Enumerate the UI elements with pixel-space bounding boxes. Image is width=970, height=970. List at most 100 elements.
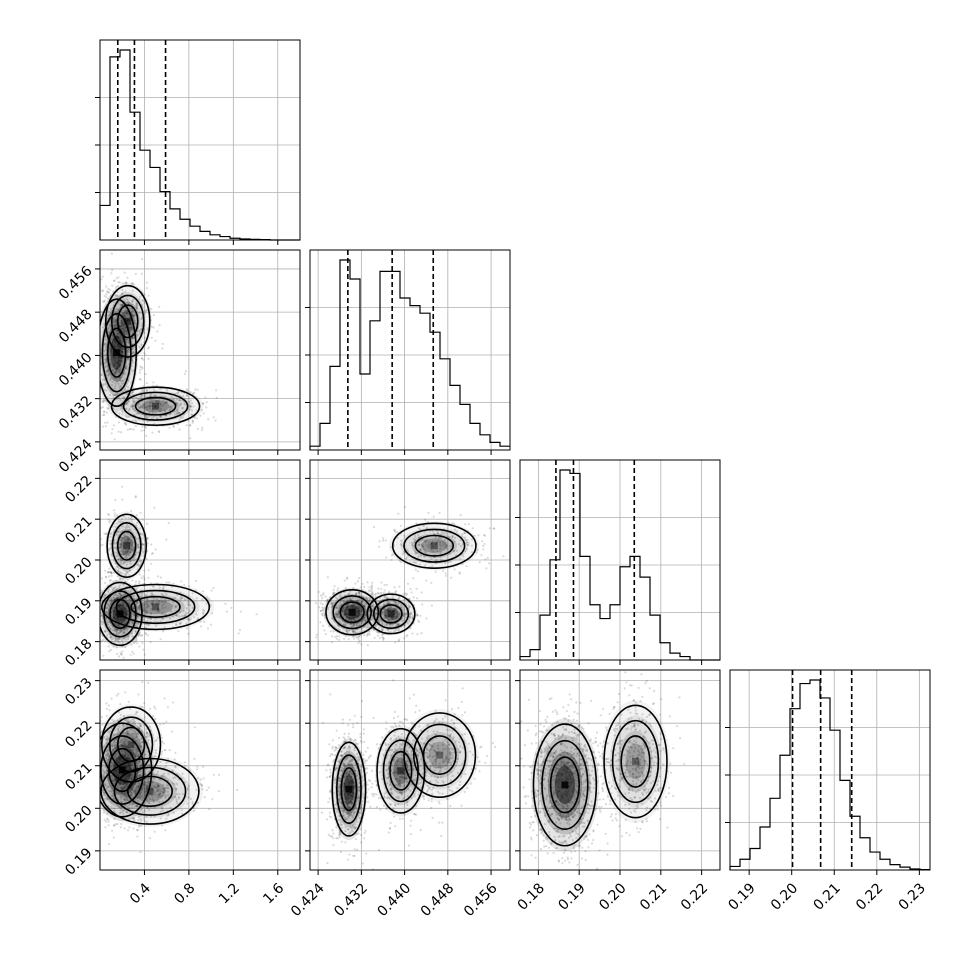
scatter-point	[153, 806, 156, 809]
grid	[100, 40, 300, 240]
scatter-point	[127, 415, 130, 418]
scatter-point	[117, 640, 120, 643]
scatter-point	[108, 323, 112, 326]
scatter-point	[385, 611, 388, 614]
scatter-point	[128, 764, 131, 767]
scatter-point	[117, 570, 120, 573]
scatter-point	[212, 773, 216, 776]
scatter-point	[331, 617, 334, 620]
scatter-point	[132, 351, 135, 354]
scatter-point	[418, 543, 421, 546]
scatter-point	[118, 561, 121, 564]
scatter-point	[160, 600, 163, 603]
scatter-point	[110, 252, 113, 255]
scatter-point	[120, 607, 123, 610]
scatter-point	[116, 302, 120, 305]
scatter-point	[413, 538, 416, 542]
scatter-point	[145, 633, 148, 636]
scatter-point	[128, 766, 131, 769]
scatter-point	[144, 425, 147, 428]
scatter-point	[114, 385, 117, 388]
scatter-point	[353, 604, 356, 607]
scatter-point	[363, 585, 366, 589]
scatter-point	[158, 586, 161, 589]
scatter-point	[162, 742, 165, 745]
scatter-point	[141, 390, 144, 393]
scatter-point	[138, 722, 141, 725]
scatter-point	[138, 402, 141, 405]
scatter-point	[139, 396, 142, 399]
scatter-point	[386, 628, 389, 631]
scatter-point	[112, 797, 115, 800]
scatter-point	[142, 403, 145, 406]
scatter-point	[185, 627, 189, 630]
scatter-point	[119, 546, 122, 549]
scatter-point	[181, 416, 185, 419]
scatter-point	[121, 639, 124, 642]
scatter-point	[399, 524, 402, 527]
scatter-point	[101, 406, 105, 409]
scatter-point	[396, 608, 399, 611]
scatter-point	[360, 609, 364, 612]
scatter-point	[115, 335, 118, 338]
scatter-point	[351, 617, 354, 620]
scatter-point	[116, 554, 119, 558]
scatter-point	[165, 581, 168, 584]
scatter-point	[215, 396, 218, 399]
scatter-point	[119, 786, 122, 789]
scatter-point	[347, 599, 350, 602]
scatter-point	[100, 362, 103, 365]
scatter-point	[113, 824, 116, 827]
scatter-point	[108, 513, 111, 517]
scatter-point	[122, 620, 125, 623]
scatter-point	[141, 795, 144, 798]
scatter-point	[124, 325, 127, 328]
scatter-point	[101, 543, 104, 546]
scatter-point	[131, 404, 134, 407]
scatter-point	[159, 404, 162, 407]
scatter-point	[125, 415, 129, 418]
scatter-point	[114, 637, 117, 640]
scatter-point	[102, 769, 105, 772]
scatter-point	[120, 792, 123, 795]
scatter-point	[160, 740, 164, 743]
scatter-point	[217, 789, 220, 793]
scatter-point	[103, 383, 107, 386]
scatter-point	[163, 409, 167, 412]
scatter-point	[128, 597, 132, 600]
scatter-point	[107, 588, 111, 591]
scatter-point	[122, 551, 125, 554]
scatter-point	[127, 516, 130, 520]
scatter-point	[140, 317, 143, 321]
scatter-point	[113, 586, 116, 590]
scatter-point	[131, 621, 134, 624]
scatter-point	[120, 304, 123, 307]
scatter-point	[128, 597, 131, 600]
scatter-point	[124, 552, 127, 555]
scatter-point	[118, 357, 121, 360]
scatter-point	[120, 292, 123, 296]
scatter-point	[206, 596, 209, 599]
scatter-point	[180, 597, 183, 600]
scatter-point	[103, 322, 106, 325]
scatter-point	[404, 613, 407, 616]
scatter-point	[125, 312, 129, 315]
contour-line	[111, 522, 142, 570]
scatter-point	[151, 600, 155, 603]
scatter-point	[160, 592, 163, 596]
scatter-point	[124, 550, 127, 553]
scatter-point	[110, 586, 113, 589]
density-level	[126, 594, 185, 620]
contour-line	[100, 735, 145, 805]
scatter-point	[132, 559, 135, 562]
scatter-point	[360, 610, 363, 613]
scatter-point	[126, 526, 129, 529]
scatter-point	[130, 792, 133, 795]
scatter-point	[107, 372, 110, 376]
scatter-point	[150, 552, 153, 556]
scatter-point	[181, 615, 184, 618]
scatter-point	[103, 299, 106, 302]
scatter-point	[125, 555, 128, 558]
scatter-point	[486, 556, 489, 560]
scatter-point	[330, 641, 334, 644]
